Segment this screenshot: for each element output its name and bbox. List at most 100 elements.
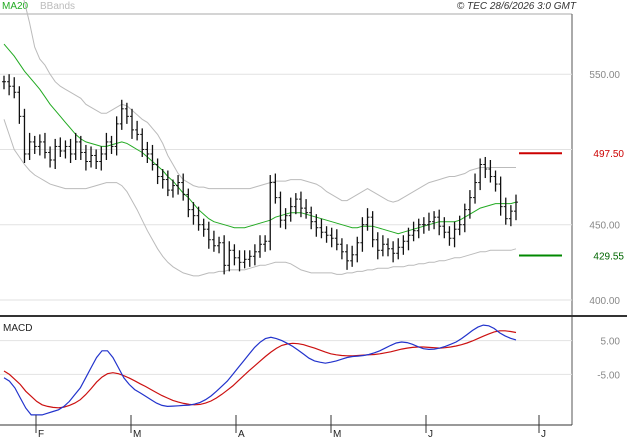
price-bar: [391, 241, 396, 263]
price-bar: [247, 250, 252, 267]
legend-ma20: MA20: [2, 1, 29, 12]
price-bar: [140, 128, 145, 157]
price-bar: [53, 138, 58, 170]
bbands-upper-line: [23, 0, 516, 203]
price-bar: [304, 199, 309, 219]
price-bar: [99, 146, 104, 171]
macd-y-axis-labels: 5.00 -5.00: [597, 337, 620, 382]
x-tick-label: J: [428, 429, 433, 440]
price-bar: [370, 211, 375, 248]
price-bar: [283, 208, 288, 230]
price-bar: [252, 244, 257, 266]
price-bar: [514, 194, 518, 221]
resistance-level-label: 497.50: [593, 149, 624, 160]
price-bar: [386, 238, 390, 257]
price-bar: [432, 211, 437, 230]
price-bar: [191, 202, 196, 225]
x-tick-label: M: [333, 429, 341, 440]
price-bar: [483, 156, 488, 179]
price-bar: [452, 221, 457, 248]
price-bar: [104, 132, 109, 160]
price-bar: [89, 146, 94, 168]
price-bar: [380, 235, 385, 257]
price-bar: [83, 144, 88, 171]
macd-y-tick-label: -5.00: [597, 370, 620, 381]
price-bar: [130, 108, 134, 139]
price-bar: [119, 99, 124, 130]
price-bar: [488, 159, 493, 183]
price-y-tick-label: 400.00: [589, 296, 620, 307]
price-bar: [442, 217, 447, 239]
price-bar: [206, 221, 211, 249]
price-bar: [135, 120, 140, 141]
price-bar: [437, 209, 442, 236]
price-bar: [473, 173, 478, 204]
price-bar: [160, 169, 165, 189]
x-tick-label: M: [133, 429, 141, 440]
price-bar: [58, 137, 63, 157]
price-bar: [186, 188, 191, 218]
price-y-tick-label: 450.00: [589, 221, 620, 232]
price-bar: [145, 141, 150, 163]
price-bar: [478, 158, 483, 191]
price-bar: [416, 218, 421, 239]
price-bar: [508, 205, 513, 227]
price-bar: [42, 132, 47, 159]
price-bar: [396, 238, 401, 260]
price-bar: [114, 116, 119, 156]
price-bar: [7, 74, 12, 96]
price-bar: [258, 235, 262, 258]
price-bar: [467, 190, 472, 219]
price-bars: [2, 74, 518, 275]
price-bar: [217, 236, 222, 254]
price-bar: [350, 245, 355, 267]
price-bar: [201, 218, 206, 237]
price-bar: [319, 218, 324, 239]
price-bar: [222, 235, 227, 275]
price-bar: [17, 86, 22, 124]
price-bar: [124, 102, 129, 124]
bbands-lower-line: [3, 119, 517, 277]
price-bar: [176, 175, 181, 195]
price-bar: [232, 244, 237, 266]
price-bar: [273, 173, 278, 204]
macd-line: [3, 324, 517, 416]
price-bar: [360, 217, 365, 252]
price-bar: [375, 232, 380, 260]
macd-y-tick-label: 5.00: [601, 337, 621, 348]
price-bar: [447, 226, 452, 246]
price-gridlines: [0, 73, 572, 301]
price-bar: [48, 146, 53, 168]
ma20-line-group: [3, 43, 517, 235]
price-bar: [345, 244, 350, 270]
price-bar: [293, 193, 298, 215]
price-bar: [298, 191, 303, 218]
price-bar: [155, 158, 160, 185]
price-bar: [365, 208, 370, 231]
price-bar: [263, 235, 268, 252]
macd-title: MACD: [3, 323, 32, 334]
price-bar: [493, 170, 498, 192]
price-levels: 497.50 429.55: [519, 149, 624, 262]
price-bar: [12, 77, 17, 99]
price-bar: [2, 75, 6, 90]
price-bar: [421, 217, 426, 234]
price-bar: [324, 226, 329, 243]
x-tick-label: F: [38, 429, 44, 440]
price-bar: [462, 203, 467, 233]
support-level-label: 429.55: [593, 251, 624, 262]
price-bar: [63, 140, 68, 159]
price-bar: [339, 238, 344, 260]
price-bar: [309, 206, 314, 230]
price-bar: [503, 197, 508, 225]
x-tick-label: A: [238, 429, 245, 440]
price-bar: [242, 250, 247, 269]
price-bar: [498, 176, 503, 216]
price-bar: [314, 214, 319, 237]
x-tick-label: J: [541, 429, 546, 440]
ma20-line: [3, 43, 517, 235]
price-bar: [32, 135, 37, 154]
price-bar: [355, 236, 360, 263]
